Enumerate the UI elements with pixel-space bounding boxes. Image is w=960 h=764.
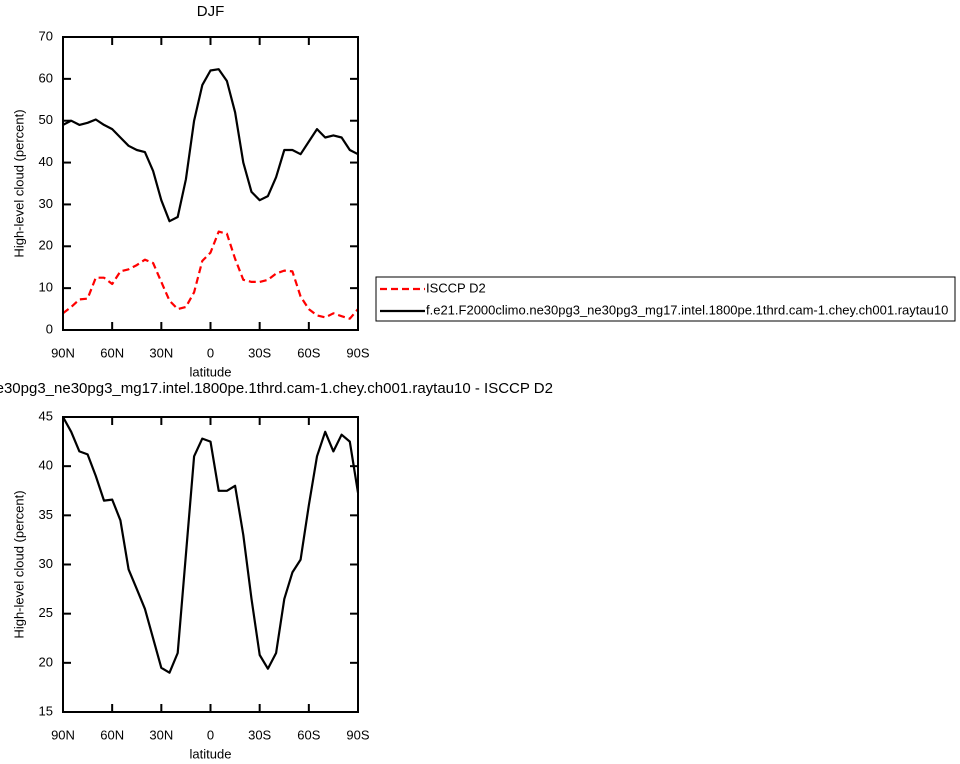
chart: f.e21.F2000climo.ne30pg3_ne30pg3_mg17.in… — [0, 380, 553, 761]
legend-label: ISCCP D2 — [426, 280, 486, 295]
y-tick-label: 40 — [39, 458, 53, 473]
chart: DJF latitude High-level cloud (percent) 0 10… — [11, 3, 956, 379]
y-tick-label: 20 — [39, 654, 53, 669]
y-tick-label: 25 — [39, 605, 53, 620]
x-tick-label: 90N — [51, 727, 75, 742]
x-tick-label: 30S — [248, 345, 271, 360]
x-tick-label: 90S — [346, 727, 369, 742]
y-tick-label: 30 — [39, 196, 53, 211]
y-tick-label: 35 — [39, 507, 53, 522]
y-tick-label: 0 — [46, 321, 53, 336]
data-line — [62, 416, 360, 674]
x-tick-label: 30N — [149, 345, 173, 360]
y-axis-label: High-level cloud (percent) — [11, 490, 26, 638]
plot-frame — [62, 416, 359, 713]
y-axis-label: High-level cloud (percent) — [11, 109, 26, 257]
data-line — [62, 230, 359, 320]
legend-box — [375, 276, 956, 322]
data-line — [62, 68, 359, 223]
x-tick-label: 90N — [51, 345, 75, 360]
y-tick-label: 20 — [39, 238, 53, 253]
legend-label: f.e21.F2000climo.ne30pg3_ne30pg3_mg17.in… — [426, 302, 948, 317]
y-tick-label: 50 — [39, 112, 53, 127]
x-tick-label: 60N — [100, 345, 124, 360]
x-tick-label: 0 — [207, 345, 214, 360]
plot-frame — [62, 36, 359, 331]
y-tick-label: 15 — [39, 703, 53, 718]
y-tick-label: 45 — [39, 408, 53, 423]
x-axis-label: latitude — [190, 364, 232, 379]
chart-title: f.e21.F2000climo.ne30pg3_ne30pg3_mg17.in… — [0, 380, 553, 397]
y-tick-label: 40 — [39, 154, 53, 169]
y-tick-label: 30 — [39, 556, 53, 571]
x-tick-label: 90S — [346, 345, 369, 360]
x-tick-label: 30N — [149, 727, 173, 742]
y-tick-label: 10 — [39, 280, 53, 295]
x-tick-label: 30S — [248, 727, 271, 742]
y-tick-label: 60 — [39, 70, 53, 85]
x-tick-label: 60N — [100, 727, 124, 742]
x-tick-label: 0 — [207, 727, 214, 742]
x-tick-label: 60S — [297, 345, 320, 360]
x-axis-label: latitude — [190, 746, 232, 761]
legend: ISCCP D2 f.e21.F2000climo.ne30pg3_ne30pg3… — [375, 276, 956, 322]
x-tick-label: 60S — [297, 727, 320, 742]
chart-title: DJF — [197, 3, 225, 20]
y-tick-label: 70 — [39, 28, 53, 43]
